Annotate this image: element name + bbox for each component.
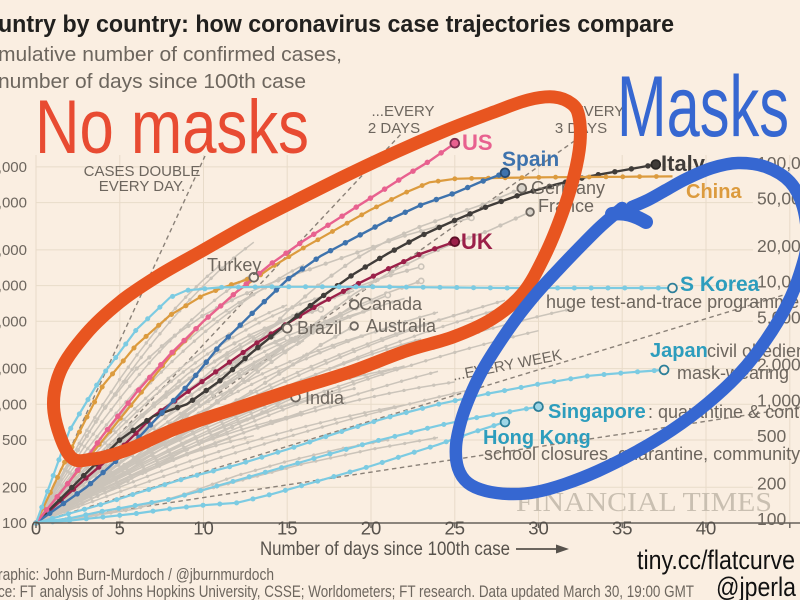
svg-text:Turkey: Turkey <box>207 255 261 275</box>
svg-text:S Korea: S Korea <box>680 273 760 296</box>
svg-text:tiny.cc/flatcurve: tiny.cc/flatcurve <box>637 545 795 575</box>
svg-text:10: 10 <box>193 518 214 539</box>
svg-text:CASES DOUBLE: CASES DOUBLE <box>84 163 201 180</box>
svg-text:huge test-and-trace programme: huge test-and-trace programme <box>546 292 799 312</box>
svg-text:25: 25 <box>444 518 465 539</box>
svg-text:mulative number of confirmed c: mulative number of confirmed cases, <box>0 43 342 66</box>
svg-text:100,000: 100,000 <box>0 159 27 176</box>
svg-text:Number of days since 100th cas: Number of days since 100th case <box>260 539 510 560</box>
svg-text:raphic: John Burn-Murdoch / @j: raphic: John Burn-Murdoch / @jburnmurdoc… <box>0 566 274 584</box>
svg-text:ce: FT analysis of Johns Hopki: ce: FT analysis of Johns Hopkins Univers… <box>0 583 694 600</box>
svg-text:200: 200 <box>757 473 786 493</box>
svg-text:20: 20 <box>361 518 382 539</box>
svg-text:Masks: Masks <box>617 59 789 155</box>
svg-text:2,000: 2,000 <box>757 355 800 375</box>
svg-text:20,000: 20,000 <box>0 242 27 259</box>
svg-text:No masks: No masks <box>35 85 309 170</box>
svg-text:10,000: 10,000 <box>0 278 27 295</box>
svg-text:200: 200 <box>2 479 27 496</box>
svg-text:@jperla: @jperla <box>716 572 797 600</box>
svg-text:Canada: Canada <box>359 294 423 314</box>
svg-text:UK: UK <box>461 229 493 254</box>
svg-text:50,000: 50,000 <box>757 189 800 209</box>
svg-text:number of days since 100th cas: number of days since 100th case <box>0 70 306 93</box>
svg-text:50,000: 50,000 <box>0 195 27 212</box>
svg-text:5,000: 5,000 <box>0 313 27 330</box>
svg-text:35: 35 <box>612 518 633 539</box>
svg-text:0: 0 <box>31 518 41 539</box>
svg-text:...EVERY: ...EVERY <box>371 103 434 120</box>
svg-text:20,000: 20,000 <box>757 236 800 256</box>
svg-text:China: China <box>686 181 742 203</box>
svg-text:India: India <box>305 388 345 408</box>
svg-text:500: 500 <box>757 426 786 446</box>
svg-text:1,000: 1,000 <box>757 390 800 410</box>
svg-text:2,000: 2,000 <box>0 361 27 378</box>
svg-text:5: 5 <box>115 518 125 539</box>
svg-text:Brazil: Brazil <box>297 318 342 338</box>
svg-text:Japan: Japan <box>650 340 708 362</box>
svg-text:EVERY: EVERY <box>574 103 625 120</box>
svg-text:100: 100 <box>2 515 27 532</box>
svg-text:1,000: 1,000 <box>0 396 27 413</box>
svg-text:EVERY DAY.: EVERY DAY. <box>99 178 185 195</box>
svg-text:500: 500 <box>2 432 27 449</box>
svg-text:15: 15 <box>277 518 298 539</box>
svg-text:30: 30 <box>528 518 549 539</box>
svg-text:2 DAYS: 2 DAYS <box>368 120 420 137</box>
svg-text:untry by country: how coronavi: untry by country: how coronavirus case t… <box>0 11 674 38</box>
svg-text:100: 100 <box>757 509 786 529</box>
svg-text:US: US <box>462 130 493 155</box>
svg-text:Singapore: Singapore <box>548 401 646 423</box>
svg-text:Hong Kong: Hong Kong <box>483 427 591 449</box>
svg-text:40: 40 <box>696 518 717 539</box>
svg-text:Australia: Australia <box>366 316 437 336</box>
svg-text:Spain: Spain <box>502 148 559 171</box>
